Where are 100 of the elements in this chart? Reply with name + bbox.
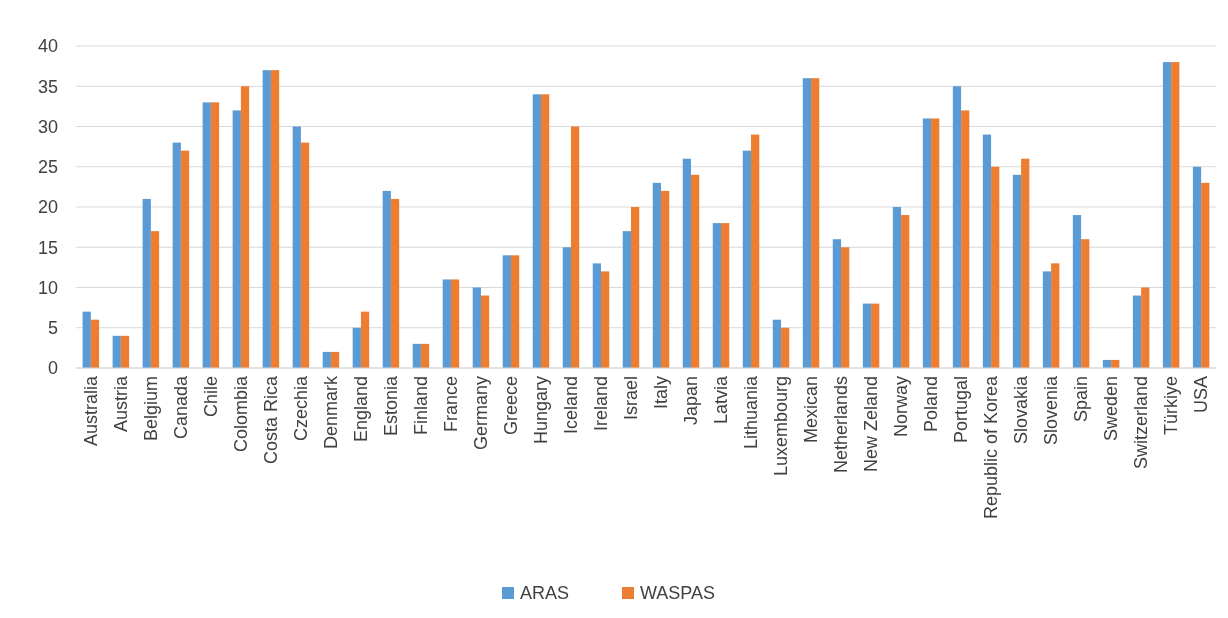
bar xyxy=(502,255,511,368)
x-tick-label: Republic of Korea xyxy=(981,375,1002,520)
y-tick-label: 30 xyxy=(37,116,58,137)
bar xyxy=(1162,62,1172,368)
x-tick-label: Spain xyxy=(1071,376,1092,423)
x-tick-label: Netherlands xyxy=(831,376,852,474)
bar xyxy=(721,223,730,368)
bar xyxy=(172,142,181,368)
x-tick-label: Chile xyxy=(201,376,222,418)
bar xyxy=(150,231,160,368)
bar xyxy=(712,223,722,368)
bar xyxy=(802,78,812,368)
bar xyxy=(232,110,241,368)
bar xyxy=(600,271,610,368)
y-tick-label: 5 xyxy=(47,318,58,339)
bar xyxy=(961,110,970,368)
x-tick-label: Slovenia xyxy=(1041,375,1062,446)
x-tick-label: Colombia xyxy=(231,375,252,453)
bar xyxy=(1042,271,1052,368)
bar xyxy=(772,319,782,368)
bar xyxy=(540,94,550,368)
bar xyxy=(270,70,280,368)
bar xyxy=(472,287,481,368)
x-tick-label: Czechia xyxy=(291,375,312,442)
bar xyxy=(682,158,692,368)
x-tick-label: Germany xyxy=(471,376,492,451)
bar xyxy=(1051,263,1060,368)
bar xyxy=(202,102,211,368)
y-tick-label: 0 xyxy=(47,358,58,379)
x-tick-label: New Zeland xyxy=(861,376,882,473)
x-tick-label: Japan xyxy=(681,376,702,426)
bar xyxy=(1081,239,1090,368)
bar xyxy=(781,327,790,368)
bar xyxy=(871,303,880,368)
bar xyxy=(742,150,752,368)
bar xyxy=(562,247,571,368)
bar xyxy=(240,86,250,368)
bar xyxy=(292,126,301,368)
x-tick-label: Austria xyxy=(111,375,132,433)
x-tick-label: Luxembourg xyxy=(771,376,792,477)
bar xyxy=(382,190,391,368)
x-tick-label: Italy xyxy=(651,376,672,410)
bar xyxy=(892,207,902,368)
x-tick-label: Australia xyxy=(81,375,102,447)
x-tick-label: Costa Rica xyxy=(261,375,282,465)
bar xyxy=(751,134,760,368)
bar xyxy=(570,126,580,368)
x-tick-label: England xyxy=(351,376,372,443)
bar xyxy=(982,134,992,368)
bar xyxy=(1021,158,1030,368)
bar xyxy=(991,166,1000,368)
bar xyxy=(360,311,370,368)
x-tick-label: Slovakia xyxy=(1011,375,1032,445)
x-tick-label: France xyxy=(441,376,462,433)
bar xyxy=(1201,182,1210,368)
x-tick-label: Türkiye xyxy=(1161,376,1182,436)
bar xyxy=(592,263,601,368)
x-tick-label: Israel xyxy=(621,376,642,421)
bar xyxy=(841,247,850,368)
bar xyxy=(390,198,400,368)
legend-label: ARAS xyxy=(520,583,570,604)
x-tick-label: Greece xyxy=(501,376,522,436)
bar xyxy=(1141,287,1150,368)
x-tick-label: Switzerland xyxy=(1131,376,1152,470)
bar xyxy=(480,295,490,368)
bar xyxy=(180,150,190,368)
bar xyxy=(300,142,310,368)
bar xyxy=(691,174,700,368)
bar xyxy=(901,215,910,368)
bar xyxy=(322,351,331,368)
x-tick-label: Estonia xyxy=(381,375,402,437)
x-tick-label: Mexican xyxy=(801,376,822,444)
y-tick-label: 35 xyxy=(37,76,58,97)
x-tick-label: Lithuania xyxy=(741,375,762,450)
x-tick-label: USA xyxy=(1191,376,1212,414)
bar xyxy=(262,70,271,368)
bar xyxy=(210,102,220,368)
bar xyxy=(1132,295,1142,368)
x-tick-label: Sweden xyxy=(1101,376,1122,442)
bar xyxy=(661,190,670,368)
x-tick-label: Ireland xyxy=(591,376,612,432)
x-tick-label: Canada xyxy=(171,375,192,440)
y-tick-label: 25 xyxy=(37,157,58,178)
bar xyxy=(1012,174,1022,368)
x-tick-label: Belgium xyxy=(141,376,162,442)
x-tick-label: Denmark xyxy=(321,375,342,450)
bar xyxy=(811,78,820,368)
bar xyxy=(922,118,932,368)
bar xyxy=(631,207,640,368)
x-tick-label: Norway xyxy=(891,376,912,438)
y-tick-label: 10 xyxy=(37,277,58,298)
bar xyxy=(120,335,130,368)
bar xyxy=(330,351,340,368)
y-tick-label: 40 xyxy=(37,36,58,57)
bar xyxy=(450,279,460,368)
bar xyxy=(412,343,421,368)
bar xyxy=(510,255,520,368)
bar xyxy=(420,343,430,368)
bar xyxy=(652,182,661,368)
bar xyxy=(862,303,872,368)
